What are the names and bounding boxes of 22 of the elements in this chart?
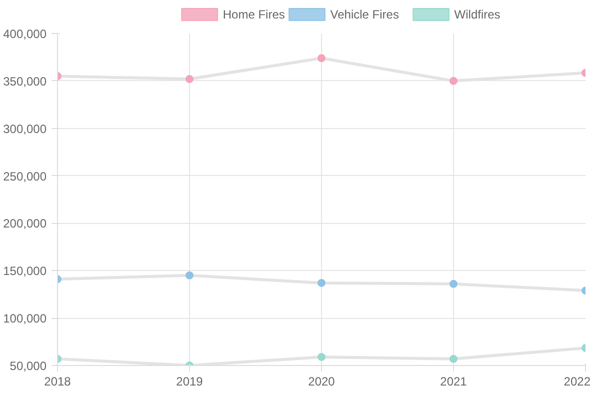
- y-tick-label: 100,000: [3, 312, 47, 326]
- x-tick-label: 2019: [176, 374, 204, 388]
- y-tick-label: 350,000: [3, 74, 47, 88]
- x-tick-label: 2018: [44, 374, 72, 388]
- legend-label: Wildfires: [454, 8, 500, 22]
- y-tick-label: 150,000: [3, 264, 47, 278]
- y-tick-label: 250,000: [3, 169, 47, 184]
- legend-label: Vehicle Fires: [330, 8, 399, 22]
- point: [450, 280, 458, 288]
- y-tick-label: 300,000: [3, 122, 47, 136]
- point: [318, 54, 326, 62]
- y-tick-label: 400,000: [3, 27, 47, 41]
- point: [186, 75, 194, 84]
- x-tick-label: 2022: [564, 374, 591, 388]
- point: [186, 271, 194, 280]
- point: [318, 278, 326, 287]
- legend-label: Home Fires: [222, 8, 285, 22]
- point: [450, 76, 458, 85]
- x-tick-label: 2020: [308, 374, 336, 388]
- y-tick-label: 50,000: [10, 359, 47, 373]
- x-tick-label: 2021: [440, 374, 468, 388]
- y-tick-label: 200,000: [3, 216, 47, 231]
